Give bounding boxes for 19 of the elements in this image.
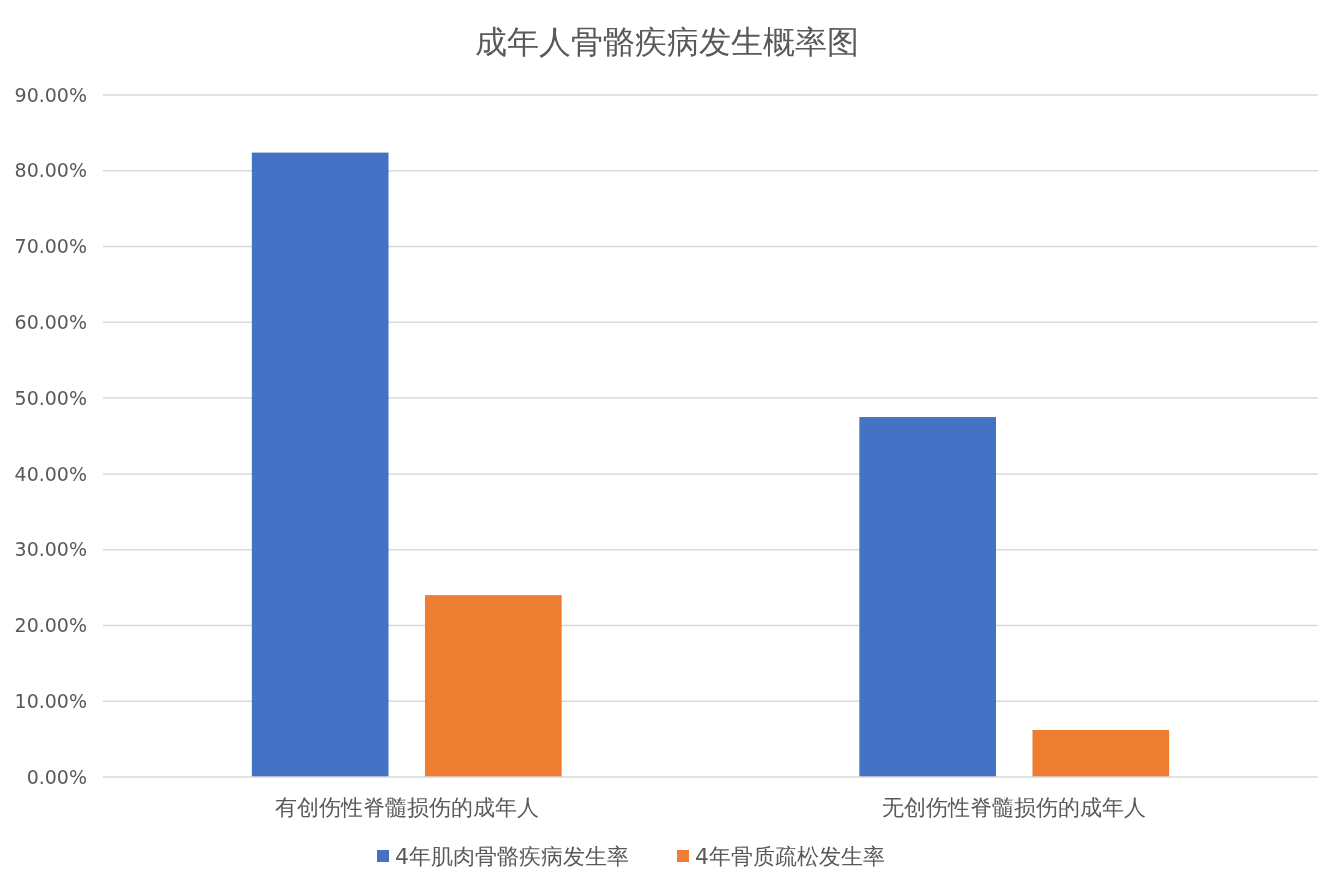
bar xyxy=(859,417,997,777)
x-tick-label: 无创伤性脊髓损伤的成年人 xyxy=(882,795,1147,820)
legend-label: 4年骨质疏松发生率 xyxy=(695,843,885,869)
y-tick-label: 0.00% xyxy=(26,765,87,788)
chart-title: 成年人骨骼疾病发生概率图 xyxy=(475,23,859,61)
y-tick-label: 80.00% xyxy=(14,159,87,182)
bar xyxy=(251,152,389,777)
y-tick-label: 60.00% xyxy=(14,310,87,333)
y-tick-label: 70.00% xyxy=(14,235,87,258)
y-tick-label: 20.00% xyxy=(14,614,87,637)
y-tick-label: 30.00% xyxy=(14,538,87,561)
bar xyxy=(424,595,562,777)
x-tick-label: 有创伤性脊髓损伤的成年人 xyxy=(274,795,539,820)
y-tick-label: 90.00% xyxy=(14,83,87,106)
legend-label: 4年肌肉骨骼疾病发生率 xyxy=(395,843,629,869)
y-tick-label: 50.00% xyxy=(14,386,87,409)
y-tick-label: 10.00% xyxy=(14,689,87,712)
y-tick-label: 40.00% xyxy=(14,462,87,485)
bar xyxy=(1032,730,1170,777)
